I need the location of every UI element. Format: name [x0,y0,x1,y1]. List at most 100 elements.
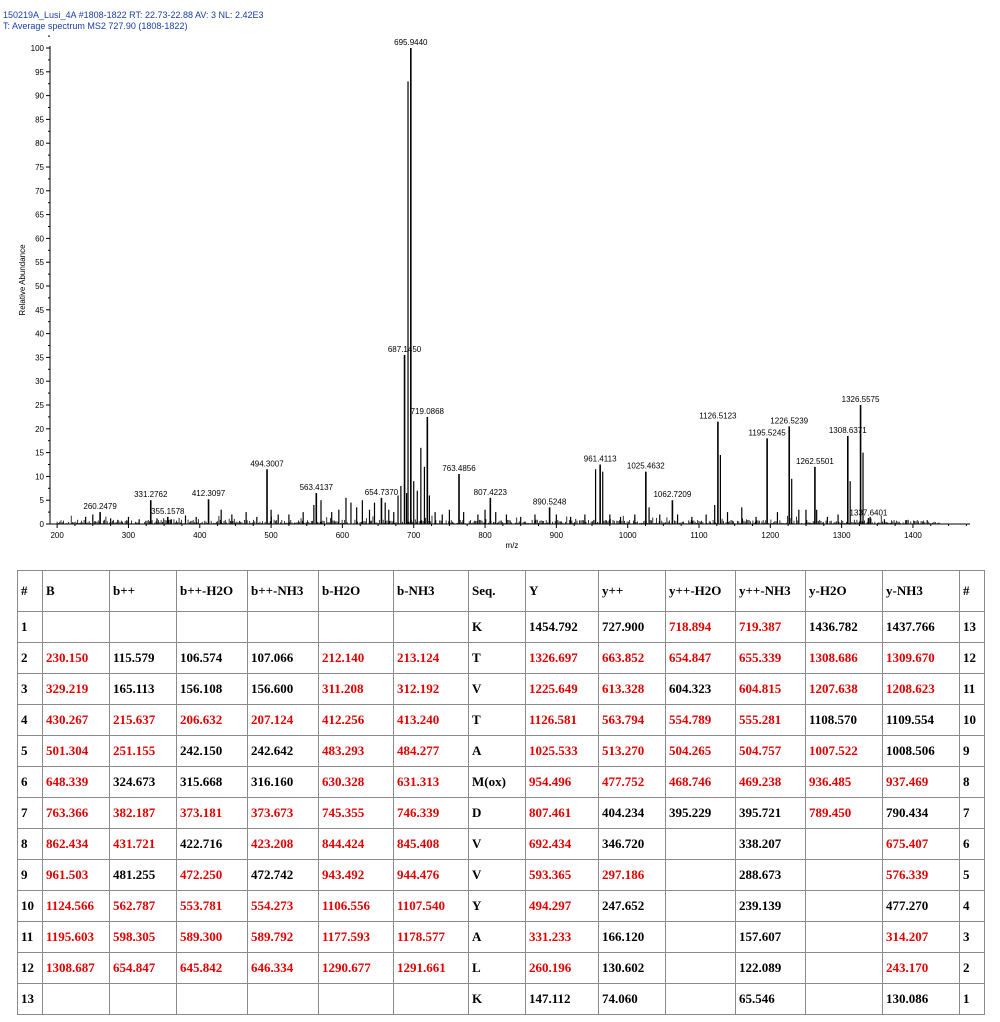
table-cell [109,611,177,643]
table-cell: 604.323 [665,673,736,705]
table-cell: 1437.766 [882,611,960,643]
table-row: 7 763.366 382.187 373.181 373.673 745.355 746.… [17,797,985,829]
peak-label: 1326.5575 [842,395,880,404]
table-cell: 472.250 [176,859,248,891]
table-cell: 631.313 [393,766,469,798]
table-cell: 5 [17,735,43,767]
x-tick-label: 600 [336,531,350,540]
table-cell: 554.273 [247,890,319,922]
x-tick-label: 200 [50,531,64,540]
table-cell: M(ox) [468,766,526,798]
spectrum-header: T: Average spectrum MS2 727.90 (1808-182… [3,21,187,31]
y-tick-label: 0 [40,520,45,529]
table-cell: 130.602 [598,952,666,984]
table-cell: 501.304 [42,735,110,767]
table-cell: 727.900 [598,611,666,643]
table-cell: 13 [959,611,985,643]
table-cell [665,890,736,922]
table-cell: 1109.554 [882,704,960,736]
table-cell: K [468,611,526,643]
table-cell: 212.140 [318,642,394,674]
x-tick-label: 900 [550,531,564,540]
y-tick-label: 50 [35,282,44,291]
table-cell: 553.781 [176,890,248,922]
table-cell: 243.170 [882,952,960,984]
table-cell: 10 [959,704,985,736]
table-cell: V [468,859,526,891]
table-cell [393,983,469,1015]
table-cell: 122.089 [735,952,806,984]
table-cell [805,921,883,953]
table-cell: 431.721 [109,828,177,860]
table-cell: 477.752 [598,766,666,798]
table-cell: 107.066 [247,642,319,674]
table-cell: 654.847 [109,952,177,984]
peak-label: 494.3007 [250,459,284,468]
table-cell: 106.574 [176,642,248,674]
table-cell: 477.270 [882,890,960,922]
table-cell: 10 [17,890,43,922]
table-cell: 844.424 [318,828,394,860]
table-cell [393,611,469,643]
x-tick-label: 1400 [904,531,922,540]
table-cell: 1207.638 [805,673,883,705]
x-tick-label: 1200 [761,531,779,540]
table-cell: 845.408 [393,828,469,860]
table-cell: 593.365 [525,859,599,891]
table-cell: 156.600 [247,673,319,705]
table-cell [805,983,883,1015]
table-cell [42,983,110,1015]
x-tick-label: 400 [193,531,207,540]
table-cell [247,611,319,643]
table-cell: 215.637 [109,704,177,736]
table-cell: 1308.687 [42,952,110,984]
y-axis-label: Relative Abundance [18,244,27,316]
table-cell: 1326.697 [525,642,599,674]
y-tick-label: 100 [31,44,45,53]
table-cell: 395.721 [735,797,806,829]
table-row: 5 501.304 251.155 242.150 242.642 483.293 484.… [17,735,985,767]
table-row: 3 329.219 165.113 156.108 156.600 311.208 312.… [17,673,985,705]
table-cell: 692.434 [525,828,599,860]
table-cell: 576.339 [882,859,960,891]
table-cell: 324.673 [109,766,177,798]
x-axis-label: m/z [506,541,519,550]
table-cell [318,611,394,643]
table-cell: 251.155 [109,735,177,767]
table-cell: 422.716 [176,828,248,860]
table-cell: 311.208 [318,673,394,705]
table-row: 1 K 1454.792 727.900 718.894 719.387 1436.782 1… [17,611,985,643]
table-cell [318,983,394,1015]
table-cell: 1126.581 [525,704,599,736]
table-cell: 230.150 [42,642,110,674]
y-tick-label: 15 [35,449,44,458]
table-cell: 404.234 [598,797,666,829]
column-header: y-H2O [805,570,883,612]
y-tick-label: 35 [35,353,44,362]
table-cell: L [468,952,526,984]
table-cell: 484.277 [393,735,469,767]
table-row: 2 230.150 115.579 106.574 107.066 212.140 213.… [17,642,985,674]
y-tick-label: 45 [35,306,44,315]
y-tick-label: 10 [35,472,44,481]
table-cell: 1007.522 [805,735,883,767]
column-header: y-NH3 [882,570,960,612]
table-cell: 1225.649 [525,673,599,705]
table-cell: 1309.670 [882,642,960,674]
table-cell: 74.060 [598,983,666,1015]
table-cell: 6 [959,828,985,860]
table-cell: 675.407 [882,828,960,860]
table-cell: 663.852 [598,642,666,674]
table-cell: 9 [959,735,985,767]
peak-label: 355.1578 [151,507,185,516]
table-cell: 555.281 [735,704,806,736]
table-cell: 481.255 [109,859,177,891]
table-cell: 207.124 [247,704,319,736]
table-cell: 944.476 [393,859,469,891]
table-cell: 157.607 [735,921,806,953]
table-cell: 630.328 [318,766,394,798]
peak-label: 1337.6401 [850,508,888,517]
table-cell: 11 [959,673,985,705]
table-cell [805,890,883,922]
